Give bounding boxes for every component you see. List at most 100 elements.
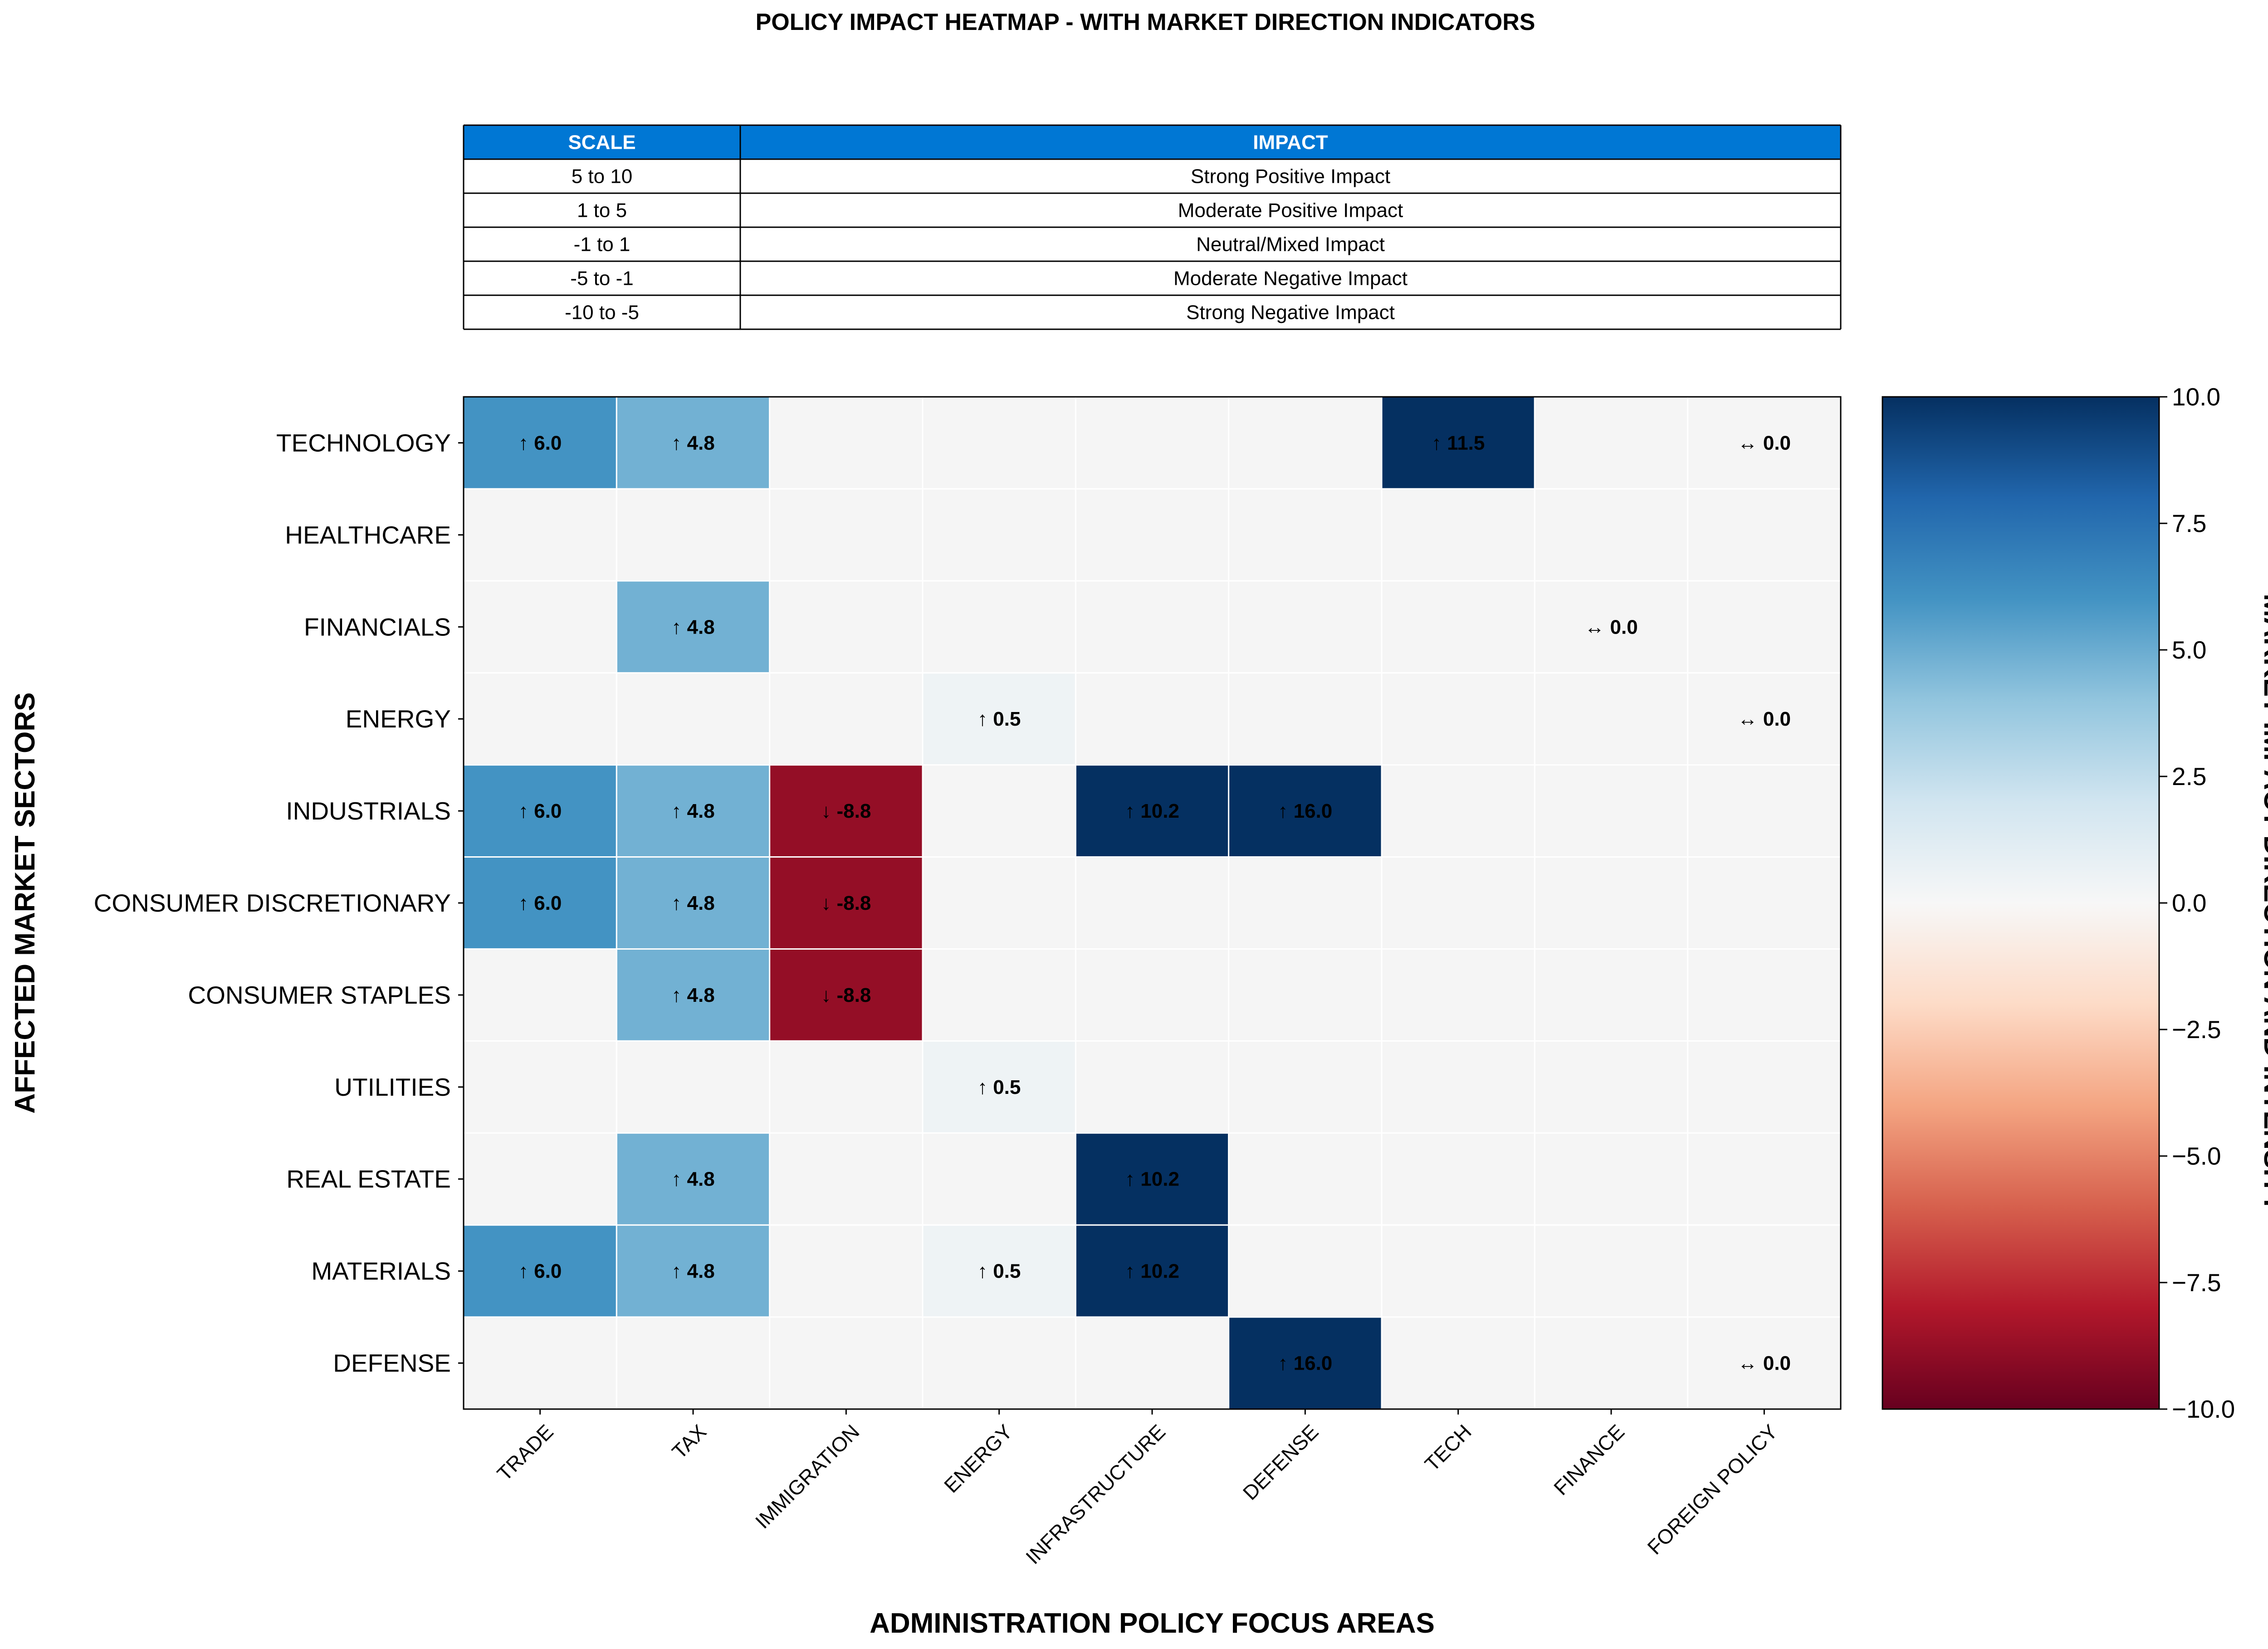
heatmap-cell [1687, 1132, 1842, 1226]
heatmap-cell [1534, 396, 1689, 490]
heatmap-cell [1228, 1132, 1383, 1226]
heatmap-cell [1075, 580, 1230, 674]
x-axis-title: ADMINISTRATION POLICY FOCUS AREAS [870, 1608, 1435, 1639]
x-tick-label: TECH [1420, 1420, 1476, 1476]
heatmap-cell-label: ↑ 4.8 [671, 1168, 714, 1190]
scale-legend-table: SCALE IMPACT 5 to 10 Strong Positive Impact… [463, 124, 1842, 330]
heatmap-cell-label: ↑ 16.0 [1278, 1352, 1332, 1375]
x-tick-label: DEFENSE [1238, 1420, 1323, 1504]
heatmap-cell-label: ↑ 4.8 [671, 892, 714, 914]
heatmap-cell [769, 948, 924, 1042]
y-tick-label: INDUSTRIALS [286, 797, 451, 825]
heatmap-cell-label: ↑ 16.0 [1278, 800, 1332, 822]
heatmap-cell [616, 396, 771, 490]
heatmap-cell-label: ↓ -8.8 [821, 892, 871, 914]
y-tick-label: REAL ESTATE [286, 1165, 451, 1193]
heatmap-cell [1687, 488, 1842, 582]
y-tick-labels: TECHNOLOGY HEALTHCARE FINANCIALS ENERGY INDU… [94, 429, 464, 1377]
y-axis-title: AFFECTED MARKET SECTORS [10, 693, 41, 1114]
heatmap-cell [1381, 1132, 1535, 1226]
x-tick-label: FINANCE [1549, 1420, 1629, 1500]
heatmap-cell [769, 1132, 924, 1226]
colorbar-title: MARKET IMPACT DIRECTION AND INTENSITY [2258, 594, 2268, 1212]
heatmap-cell [1687, 1040, 1842, 1134]
heatmap-cell-label: ↑ 10.2 [1125, 1168, 1179, 1190]
heatmap-cell [1381, 488, 1535, 582]
heatmap-cell [922, 396, 1076, 490]
heatmap-cell [616, 672, 771, 766]
colorbar-tick-label: −2.5 [2172, 1015, 2221, 1044]
heatmap-cell [1534, 948, 1689, 1042]
legend-scale-cell: -1 to 1 [574, 234, 631, 256]
heatmap-cell [1534, 1132, 1689, 1226]
heatmap-cell [1228, 672, 1383, 766]
heatmap-cell [1228, 580, 1383, 674]
heatmap-cell [922, 1040, 1076, 1134]
heatmap-cell [463, 1316, 617, 1410]
heatmap-cell [769, 1040, 924, 1134]
y-tick-label: MATERIALS [311, 1257, 451, 1285]
heatmap-cell [1228, 1224, 1383, 1318]
heatmap-cell [463, 580, 617, 674]
heatmap-cell [463, 488, 617, 582]
heatmap-cell [463, 1040, 617, 1134]
colorbar-tick-label: −5.0 [2172, 1142, 2221, 1170]
heatmap-cell [1534, 1040, 1689, 1134]
heatmap-cell [1381, 764, 1535, 858]
heatmap-cell [769, 396, 924, 490]
legend-impact-cell: Strong Positive Impact [1191, 166, 1390, 188]
y-tick-label: CONSUMER STAPLES [188, 981, 451, 1009]
heatmap-cell [616, 856, 771, 950]
y-tick-label: TECHNOLOGY [276, 429, 451, 457]
y-tick-label: FINANCIALS [304, 613, 451, 641]
heatmap-cell-label: ↑ 10.2 [1125, 1260, 1179, 1283]
heatmap-cell [1075, 1224, 1230, 1318]
heatmap-cell [769, 1224, 924, 1318]
heatmap-cell [1687, 396, 1842, 490]
heatmap-cell [769, 672, 924, 766]
heatmap-cell-label: ↑ 0.5 [978, 1076, 1021, 1098]
heatmap-cell [463, 672, 617, 766]
y-tick-label: ENERGY [346, 705, 451, 733]
legend-impact-cell: Moderate Negative Impact [1173, 268, 1408, 290]
heatmap-cell-label: ↑ 4.8 [671, 616, 714, 638]
colorbar-tick-label: −10.0 [2172, 1395, 2235, 1423]
heatmap-cell [1381, 1040, 1535, 1134]
heatmap-cell [1075, 764, 1230, 858]
colorbar [1882, 396, 2160, 1410]
heatmap-cell-label: ↑ 10.2 [1125, 800, 1179, 822]
heatmap-cell [1687, 672, 1842, 766]
heatmap-cell [1075, 396, 1230, 490]
heatmap-cell [1381, 1316, 1535, 1410]
heatmap-cell [1075, 1316, 1230, 1410]
x-tick-label: TRADE [493, 1420, 558, 1485]
heatmap-cell [769, 1316, 924, 1410]
heatmap-cell [1381, 948, 1535, 1042]
heatmap-cell-label: ↑ 6.0 [518, 432, 562, 454]
heatmap-cell-label: ↓ -8.8 [821, 800, 871, 822]
x-tick-label: FOREIGN POLICY [1643, 1420, 1782, 1559]
legend-impact-cell: Strong Negative Impact [1186, 302, 1395, 324]
heatmap-cell [1687, 1224, 1842, 1318]
colorbar-tick-label: 10.0 [2172, 383, 2220, 411]
y-tick-label: CONSUMER DISCRETIONARY [94, 889, 451, 917]
heatmap-cell [616, 764, 771, 858]
legend-scale-cell: -5 to -1 [570, 268, 633, 290]
y-tick-label: DEFENSE [333, 1349, 451, 1377]
heatmap-cell [1534, 1224, 1689, 1318]
heatmap-cell [1075, 1132, 1230, 1226]
x-tick-label: ENERGY [939, 1420, 1017, 1497]
heatmap-cell [1687, 764, 1842, 858]
heatmap-cell [1381, 580, 1535, 674]
heatmap-cell [1228, 948, 1383, 1042]
colorbar-tick-label: 2.5 [2172, 762, 2206, 790]
heatmap-cell [769, 764, 924, 858]
heatmap-cell-label: ↑ 0.5 [978, 1260, 1021, 1283]
heatmap-cell-label: ↑ 0.5 [978, 708, 1021, 730]
heatmap-cell [1075, 1040, 1230, 1134]
heatmap-cell [922, 1132, 1076, 1226]
heatmap-cell [1534, 856, 1689, 950]
heatmap-cell [1534, 580, 1689, 674]
heatmap-cell [1228, 1040, 1383, 1134]
